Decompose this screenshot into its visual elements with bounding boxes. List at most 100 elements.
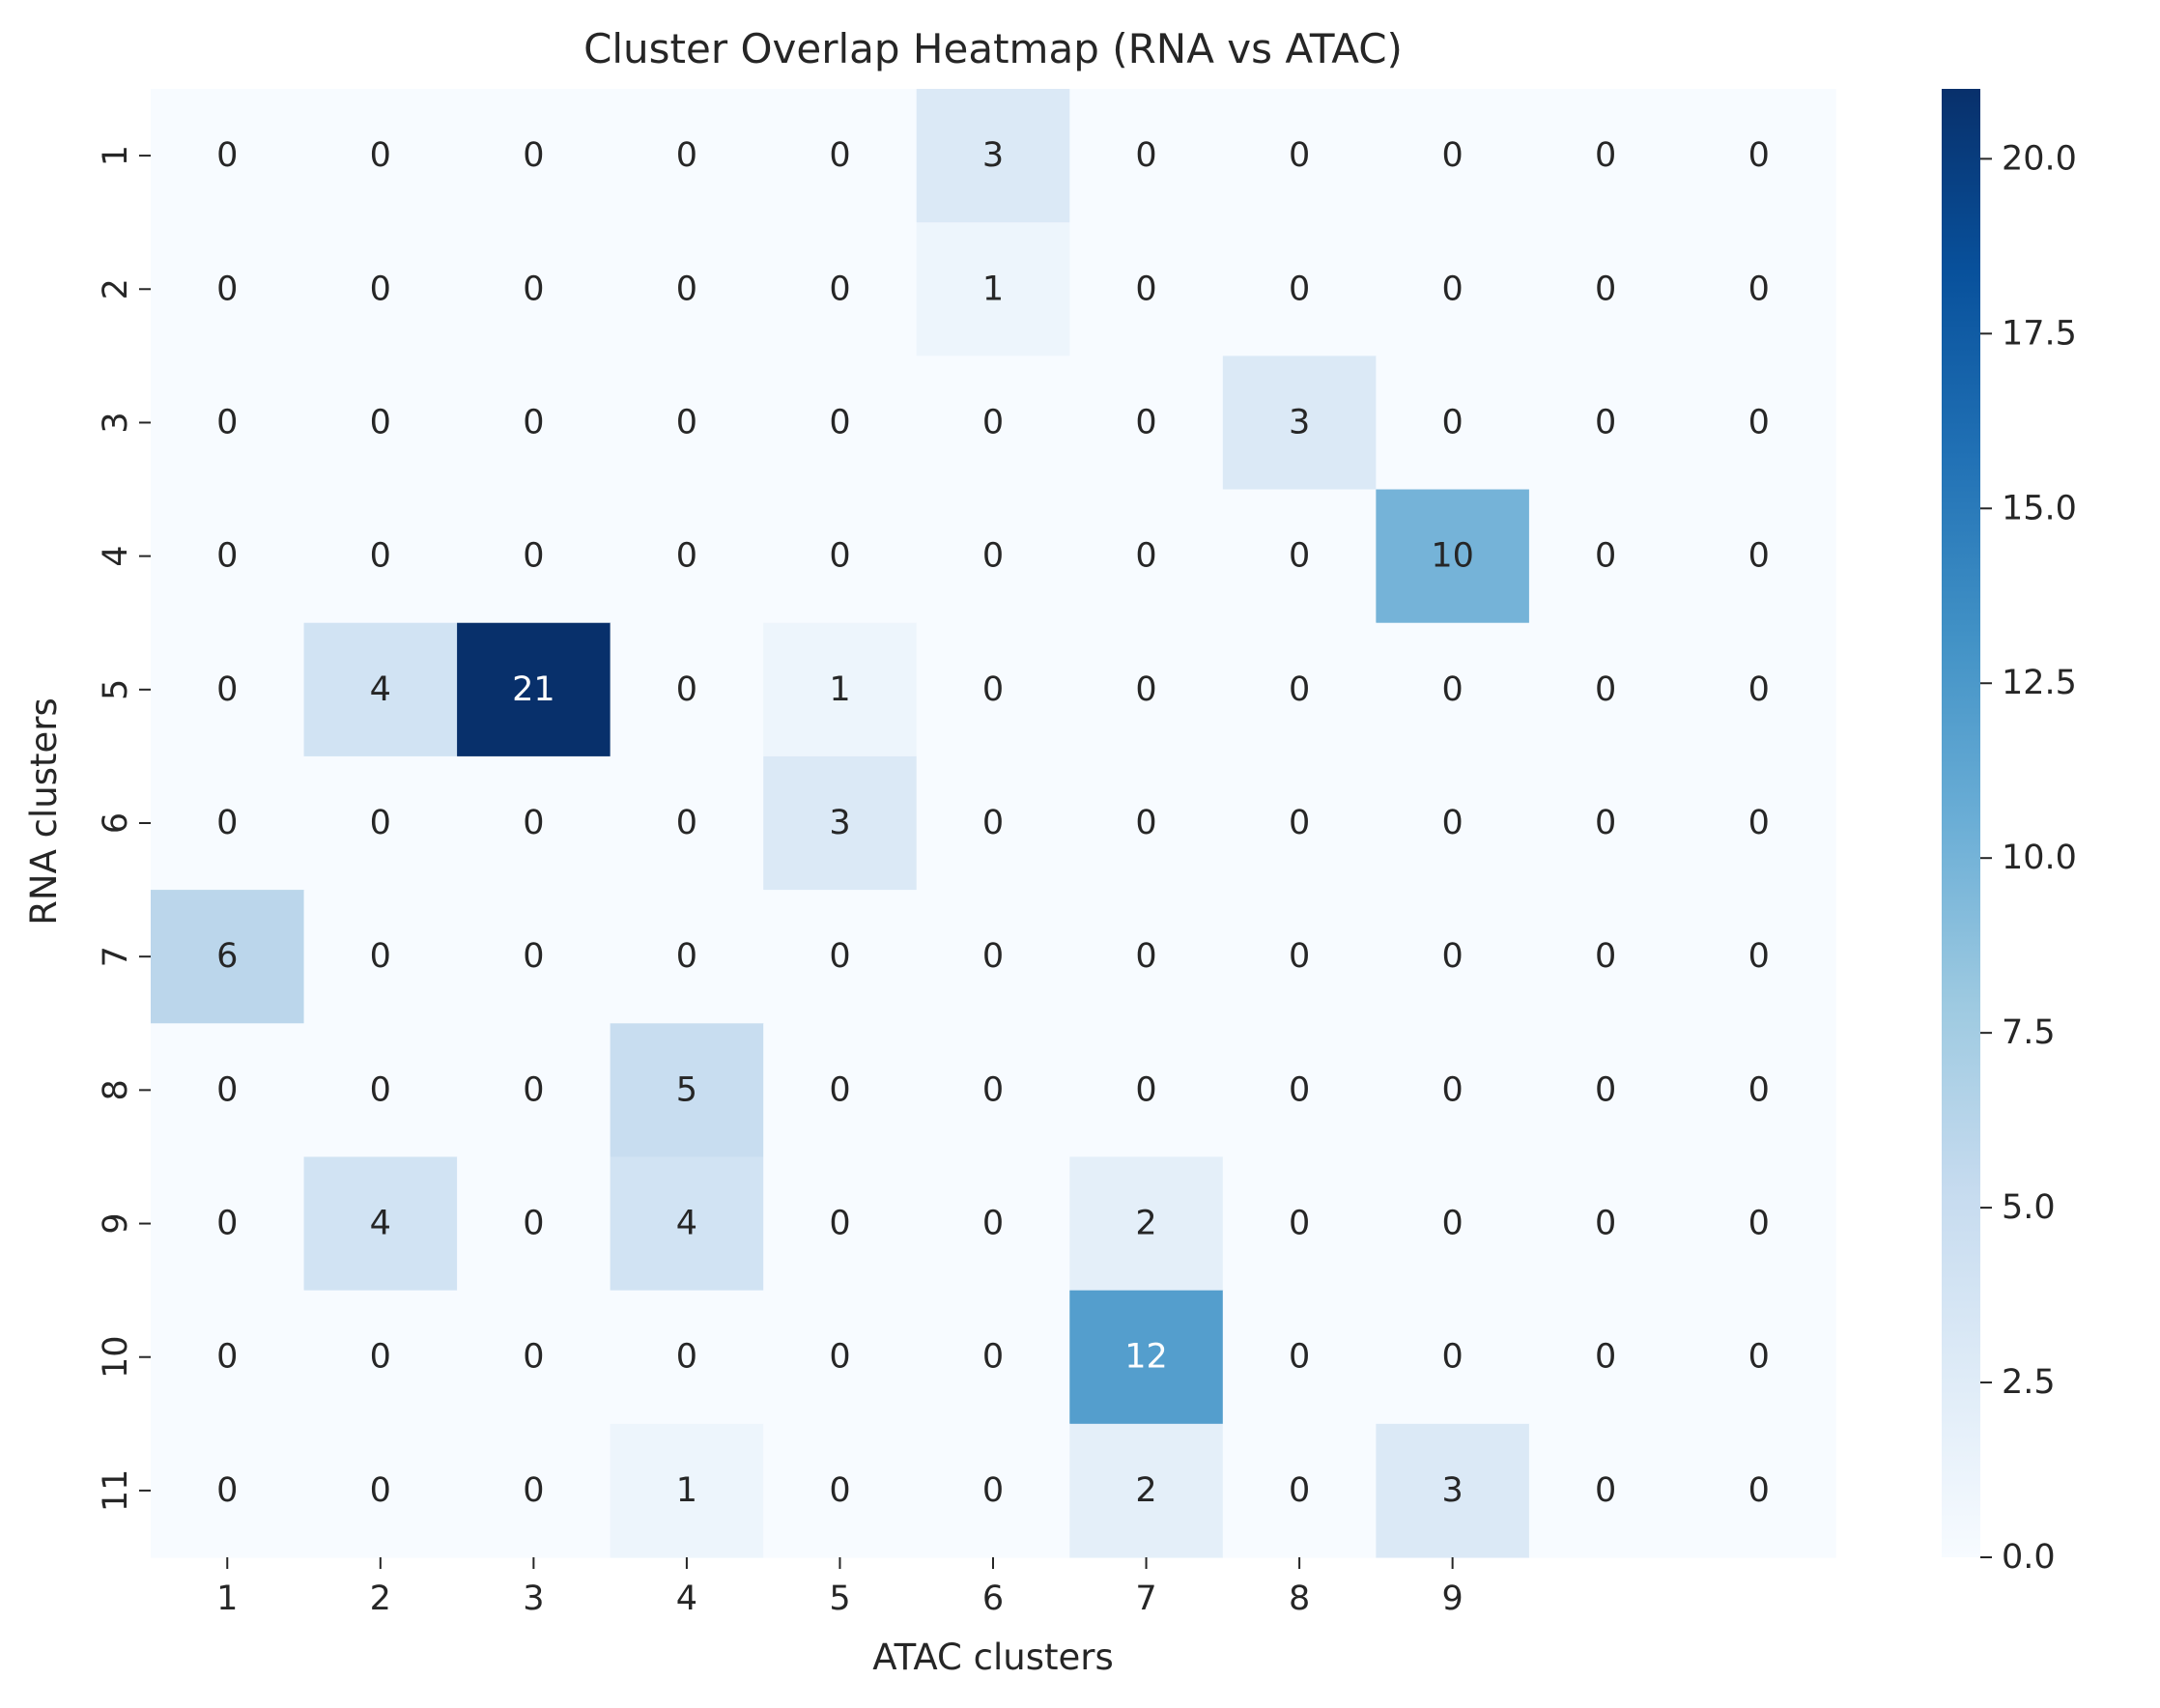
cell-value-label: 0 <box>829 1205 850 1243</box>
heatmap-cell <box>1682 89 1836 223</box>
heatmap-cell <box>303 755 458 891</box>
heatmap-cell <box>1682 1290 1836 1425</box>
cell-value-label: 0 <box>1748 1070 1770 1109</box>
cell-value-label: 3 <box>982 136 1004 175</box>
heatmap-cell <box>916 1423 1070 1558</box>
heatmap-cell <box>1376 755 1530 891</box>
colorbar <box>1942 89 1980 1557</box>
heatmap-cell <box>457 755 611 891</box>
cell-value-label: 0 <box>1441 136 1463 175</box>
cell-value-label: 0 <box>523 937 544 976</box>
cell-value-label: 0 <box>676 537 697 576</box>
x-tick-label: 4 <box>676 1580 697 1618</box>
y-tick-label: 8 <box>97 1079 135 1100</box>
cell-value-label: 0 <box>676 804 697 842</box>
y-tick-label: 11 <box>97 1469 135 1513</box>
heatmap-cell <box>763 1290 918 1425</box>
heatmap-cell <box>303 356 458 491</box>
cell-value-label: 0 <box>1595 1070 1616 1109</box>
cell-value-label: 0 <box>1748 670 1770 709</box>
heatmap-cell <box>1222 622 1377 757</box>
heatmap-cell <box>1682 755 1836 891</box>
y-tick-label: 10 <box>97 1335 135 1379</box>
x-axis-label: ATAC clusters <box>872 1637 1114 1678</box>
heatmap-cell <box>763 89 918 223</box>
cell-value-label: 0 <box>1748 270 1770 308</box>
cell-value-label: 0 <box>1289 537 1310 576</box>
y-axis-ticks: 1 2 3 4 5 6 7 8 9 10 11 <box>97 145 151 1512</box>
heatmap-cell <box>1222 489 1377 624</box>
heatmap-cell <box>1222 1156 1377 1292</box>
heatmap-cell <box>457 489 611 624</box>
heatmap-cell <box>1528 89 1684 223</box>
cell-value-label: 0 <box>676 270 697 308</box>
heatmap-cell <box>1376 890 1530 1024</box>
cell-value-label: 0 <box>523 1471 544 1510</box>
cell-value-label: 0 <box>1441 804 1463 842</box>
heatmap-cell <box>151 890 305 1024</box>
heatmap-cell <box>763 1023 918 1158</box>
cell-value-label: 1 <box>676 1471 697 1510</box>
cell-value-label: 0 <box>216 537 238 576</box>
heatmap-cell <box>1069 222 1224 356</box>
heatmap-cell <box>610 222 764 356</box>
heatmap-cell <box>1528 1156 1684 1292</box>
x-tick-label: 3 <box>523 1580 544 1618</box>
cell-value-label: 0 <box>676 1338 697 1377</box>
heatmap-cell <box>457 89 611 223</box>
cell-value-label: 21 <box>512 670 555 709</box>
cell-annotations: 0 0 0 0 0 3 0 0 0 0 0 0 0 0 0 0 1 0 0 0 0 0 0 0 0 0 0 0 0 3 0 0 0 0 0 0 0 0 0 0… <box>216 136 1770 1510</box>
cell-value-label: 0 <box>1289 1338 1310 1377</box>
cell-value-label: 0 <box>829 937 850 976</box>
heatmap-cell <box>1528 1290 1684 1425</box>
cell-value-label: 0 <box>1135 403 1156 441</box>
cell-value-label: 0 <box>982 670 1004 709</box>
cell-value-label: 0 <box>370 804 391 842</box>
heatmap-cell <box>1376 356 1530 491</box>
heatmap-cell <box>763 1423 918 1558</box>
y-axis-label: RNA clusters <box>23 697 65 925</box>
cell-value-label: 0 <box>1441 1070 1463 1109</box>
y-tick-label: 9 <box>97 1212 135 1234</box>
cell-value-label: 2 <box>1135 1471 1156 1510</box>
cell-value-label: 0 <box>1595 270 1616 308</box>
cell-value-label: 0 <box>216 1338 238 1377</box>
heatmap-cell <box>1376 1290 1530 1425</box>
heatmap-cell <box>303 1023 458 1158</box>
cell-value-label: 0 <box>1595 537 1616 576</box>
cell-value-label: 3 <box>1289 403 1310 441</box>
cell-value-label: 0 <box>1289 136 1310 175</box>
heatmap-cell <box>1528 356 1684 491</box>
cell-value-label: 0 <box>523 136 544 175</box>
heatmap-cell <box>1528 622 1684 757</box>
heatmap-cell <box>457 1423 611 1558</box>
cell-value-label: 0 <box>523 1070 544 1109</box>
cell-value-label: 0 <box>523 403 544 441</box>
heatmap-cell <box>763 890 918 1024</box>
cell-value-label: 0 <box>370 403 391 441</box>
heatmap-cell <box>1682 356 1836 491</box>
heatmap-cell <box>1376 222 1530 356</box>
heatmap-cell <box>916 222 1070 356</box>
cell-value-label: 0 <box>829 136 850 175</box>
heatmap-cell <box>457 1290 611 1425</box>
cell-value-label: 0 <box>1748 537 1770 576</box>
heatmap-cell <box>610 1156 764 1292</box>
cell-value-label: 0 <box>1595 1471 1616 1510</box>
colorbar-gradient <box>1942 89 1980 1557</box>
cell-value-label: 0 <box>1595 937 1616 976</box>
heatmap-cell <box>916 622 1070 757</box>
cell-value-label: 0 <box>676 136 697 175</box>
cell-value-label: 3 <box>829 804 850 842</box>
cell-value-label: 0 <box>1135 537 1156 576</box>
cell-value-label: 0 <box>1748 1471 1770 1510</box>
heatmap-cell <box>151 1156 305 1292</box>
cell-value-label: 0 <box>1135 1070 1156 1109</box>
heatmap-cell <box>457 356 611 491</box>
cell-value-label: 0 <box>523 537 544 576</box>
cell-value-label: 0 <box>1441 670 1463 709</box>
heatmap-cell <box>916 489 1070 624</box>
heatmap-cell <box>457 1156 611 1292</box>
x-tick-label: 6 <box>982 1580 1004 1618</box>
cell-value-label: 1 <box>982 270 1004 308</box>
